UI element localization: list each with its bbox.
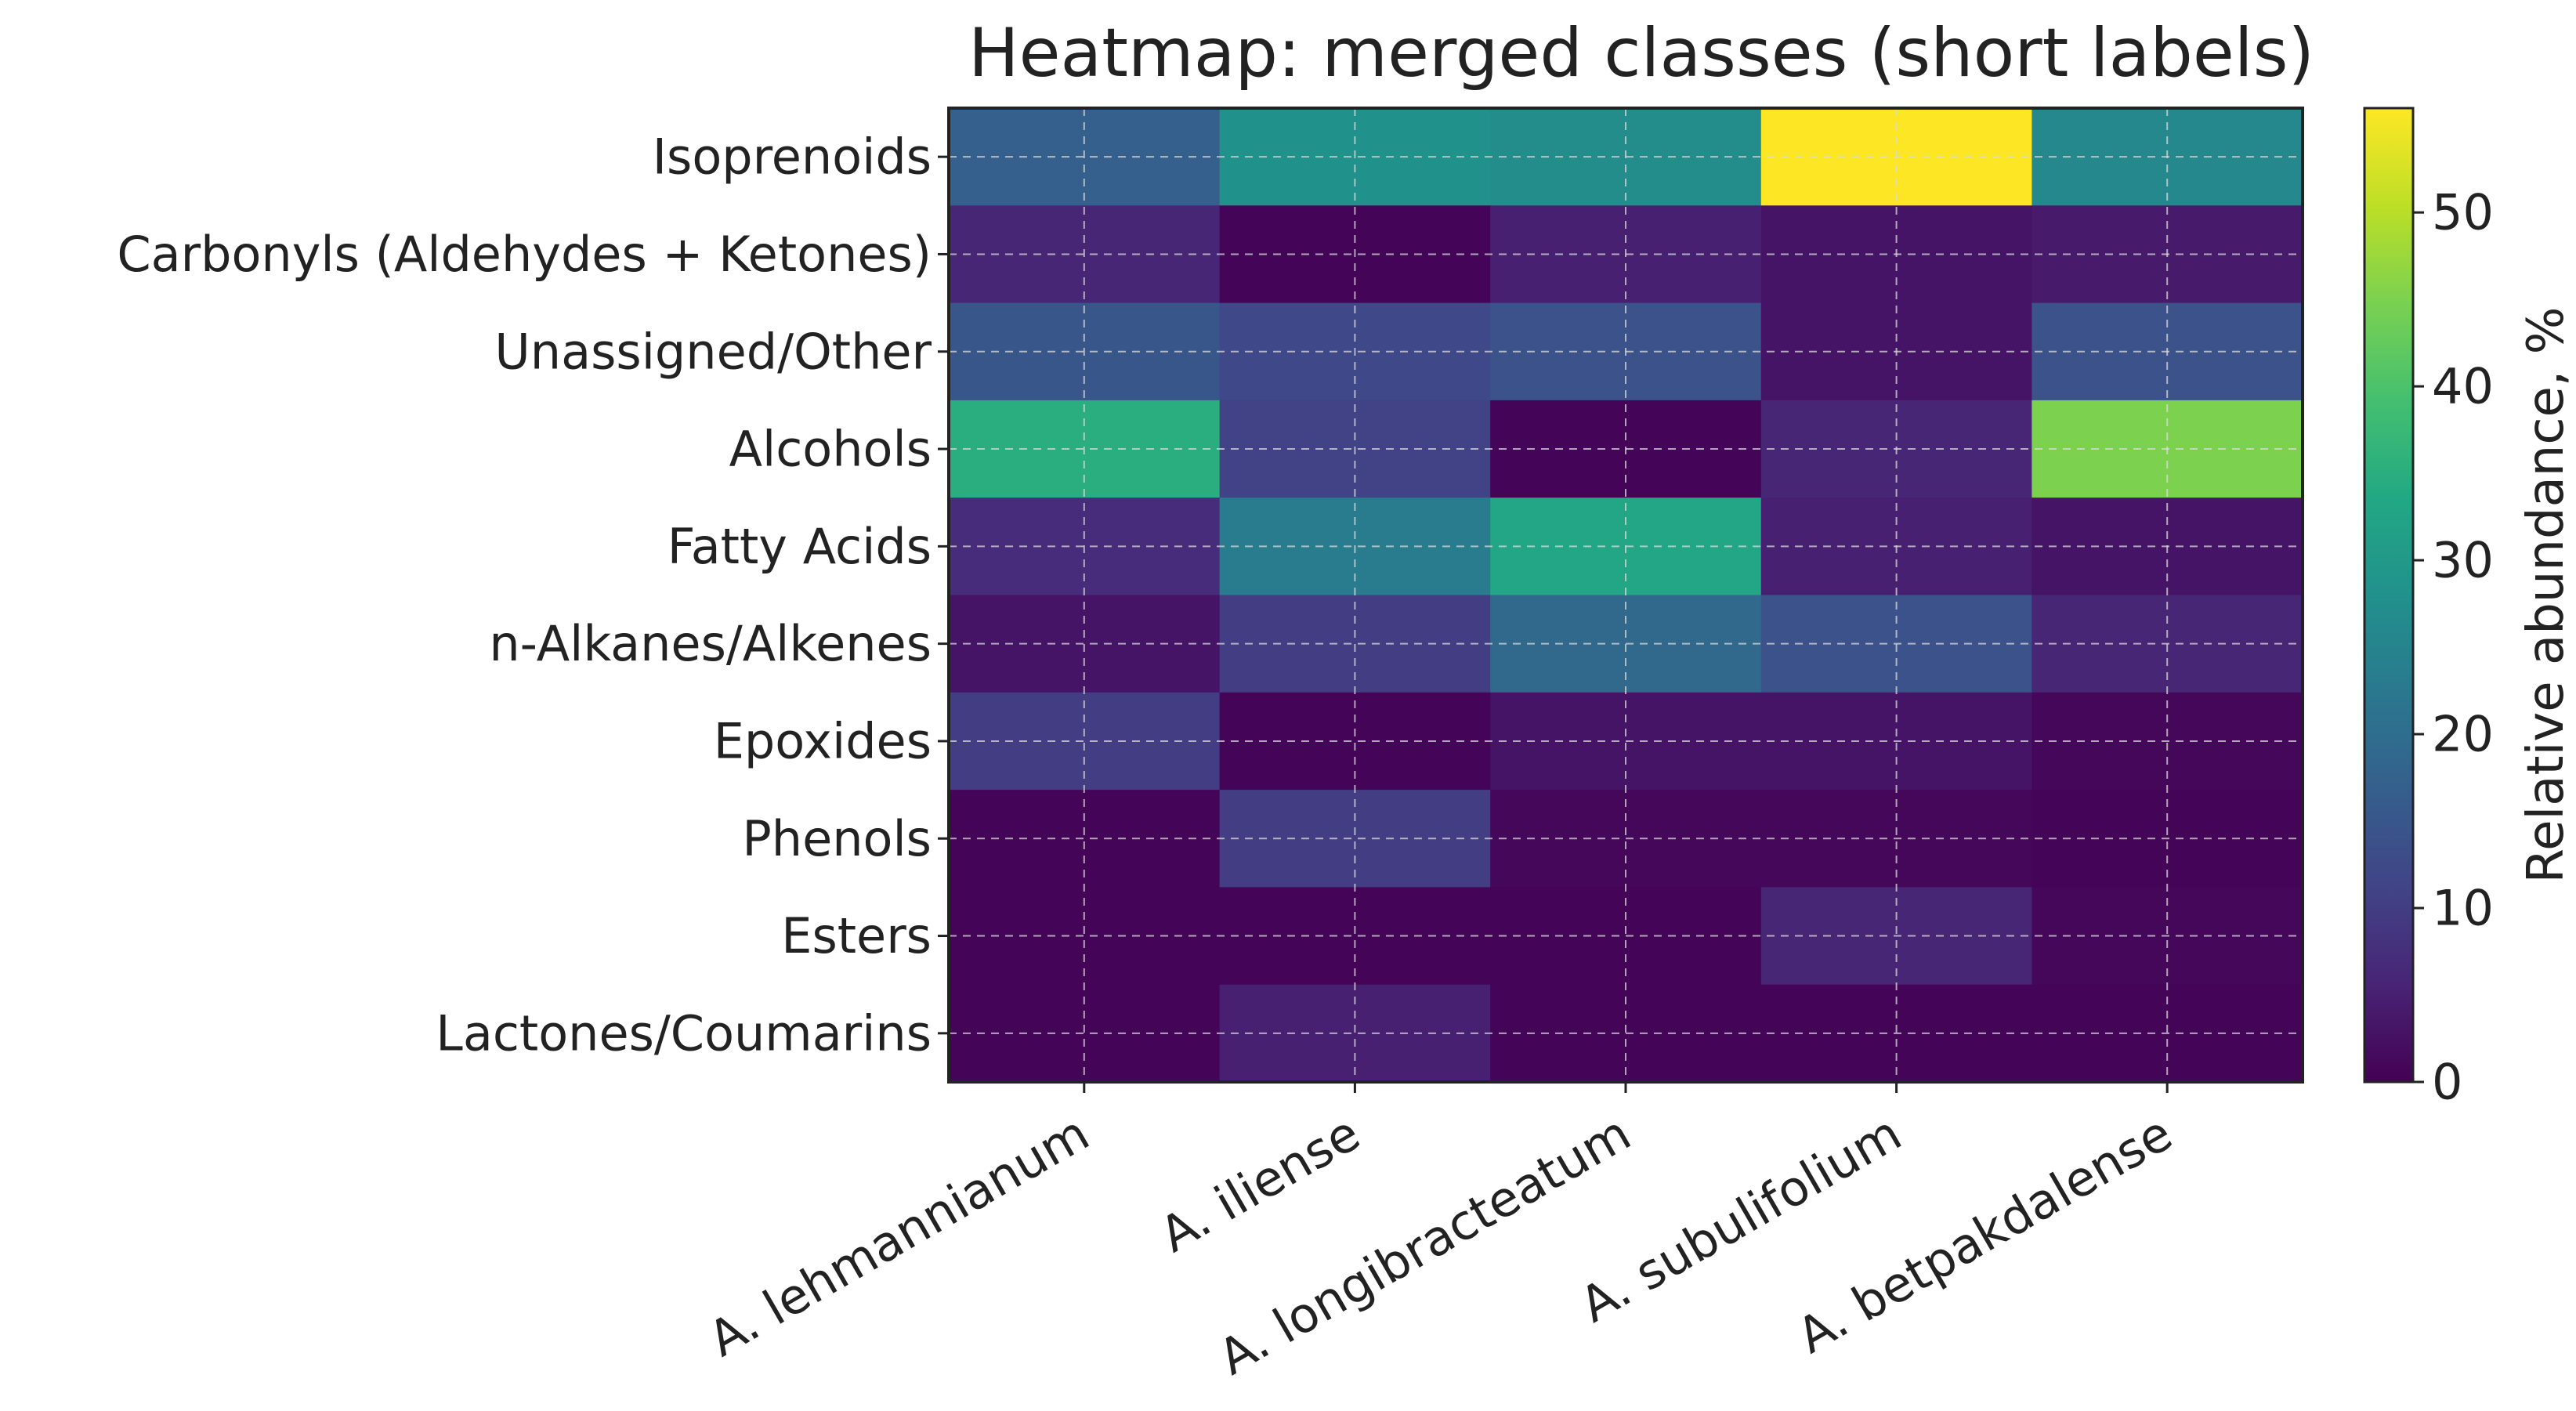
colorbar-tick-label: 0: [2432, 1054, 2462, 1111]
colorbar-label: Relative abundance, %: [2517, 307, 2575, 884]
y-tick-label: n-Alkanes/Alkenes: [489, 615, 932, 672]
y-tick-label: Isoprenoids: [653, 128, 932, 186]
y-tick-label: Carbonyls (Aldehydes + Ketones): [117, 226, 932, 283]
chart-title: Heatmap: merged classes (short labels): [968, 14, 2314, 92]
y-tick-label: Lactones/Coumarins: [436, 1004, 932, 1062]
y-tick-label: Epoxides: [714, 712, 932, 769]
y-tick-label: Alcohols: [729, 421, 932, 478]
grid-lines: [949, 108, 2303, 1082]
colorbar-tick-label: 10: [2432, 880, 2494, 937]
y-axis: Isoprenoids Carbonyls (Aldehydes + Ketone…: [117, 128, 949, 1062]
y-tick-label: Unassigned/Other: [494, 323, 932, 380]
x-tick-label: A. lehmannianum: [699, 1104, 1098, 1368]
colorbar-tick-label: 20: [2432, 706, 2494, 763]
colorbar-gradient: [2363, 107, 2415, 1084]
y-tick-label: Phenols: [742, 810, 932, 867]
y-tick-label: Fatty Acids: [668, 518, 932, 575]
colorbar-tick-label: 50: [2432, 184, 2494, 241]
colorbar-tick-label: 40: [2432, 358, 2494, 415]
y-tick-label: Esters: [781, 907, 932, 964]
colorbar: 0 10 20 30 40 50: [2363, 107, 2494, 1111]
x-tick-label: A. iliense: [1150, 1104, 1369, 1263]
colorbar-tick-label: 30: [2432, 532, 2494, 589]
